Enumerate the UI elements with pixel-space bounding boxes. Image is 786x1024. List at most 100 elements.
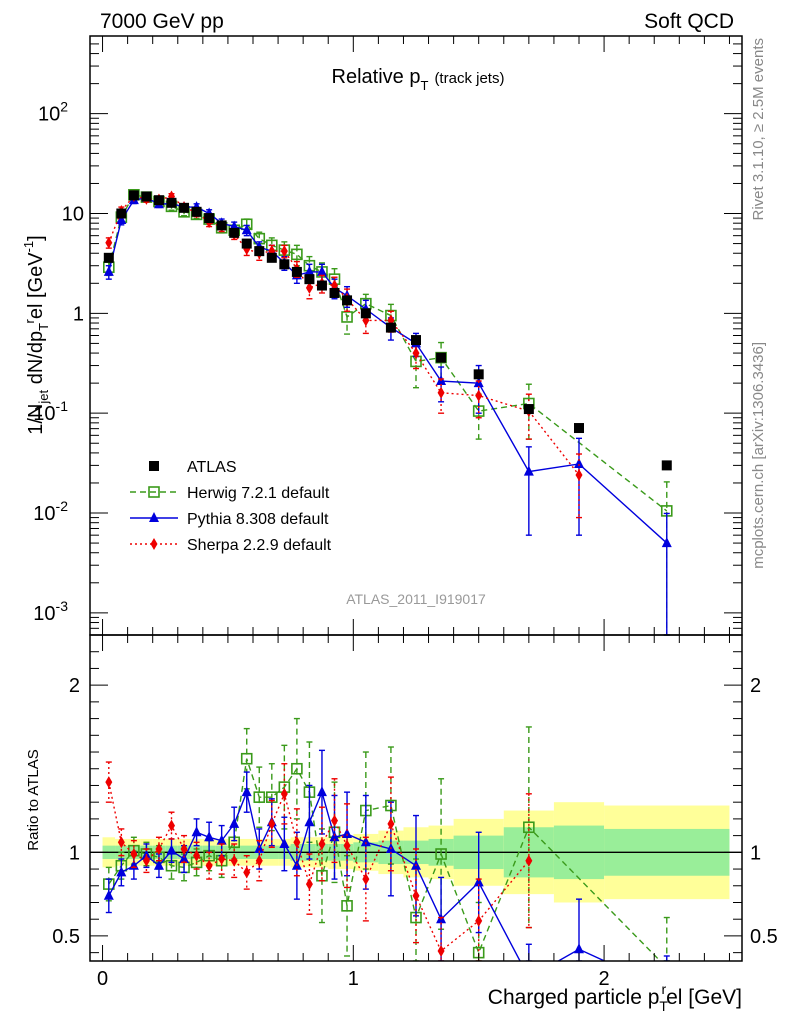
legend-marker (148, 486, 160, 498)
plot-title: Relative pT (track jets) (332, 66, 505, 93)
data-point (411, 335, 421, 346)
data-point (341, 311, 353, 323)
data-point (305, 281, 313, 294)
series-line (108, 196, 668, 544)
legend-entry: Sherpa 2.2.9 default (130, 537, 332, 554)
ratio-point (130, 848, 138, 861)
ratio-y-label: Ratio to ATLAS (25, 749, 42, 850)
ratio-point (360, 836, 371, 847)
data-point (385, 322, 396, 333)
ratio-point (362, 873, 370, 886)
data-point (103, 265, 114, 276)
ratio-point (280, 787, 288, 800)
ratio-point (524, 972, 534, 982)
data-point (475, 389, 483, 402)
ratio-point (525, 854, 533, 867)
data-point (574, 423, 584, 434)
ratio-point (116, 866, 127, 877)
ratio-point (662, 963, 672, 973)
series-atlas (103, 190, 672, 471)
ratio-point (318, 837, 326, 850)
ratio-point (193, 849, 201, 862)
y-tick-label: 10-2 (33, 498, 68, 525)
data-point (523, 465, 534, 476)
ratio-point (117, 836, 125, 849)
ratio-y-tick-label-right: 0.5 (750, 926, 778, 948)
ratio-line (108, 789, 607, 961)
ratio-point (435, 848, 447, 860)
ratio-point (205, 859, 213, 872)
ratio-point (191, 826, 202, 837)
main-panel: 10-3 10-2 10-1 1 10 102 Relative pT (track jet… (21, 35, 743, 636)
x-tick-label: 1 (348, 968, 359, 990)
ratio-point (142, 854, 150, 867)
ratio-point (243, 866, 251, 879)
x-axis-label: Charged particle pTrel [GeV] (488, 981, 742, 1014)
ratio-point (523, 821, 535, 834)
data-point (141, 191, 152, 202)
data-point (304, 265, 315, 276)
legend-label: Herwig 7.2.1 default (187, 485, 330, 502)
analysis-id: ATLAS_2011_I919017 (346, 591, 486, 607)
legend-label: Pythia 8.308 default (187, 511, 329, 528)
data-point (329, 287, 340, 298)
data-point (661, 460, 672, 471)
data-point (316, 265, 327, 276)
rivet-label: Rivet 3.1.10, ≥ 2.5M events (750, 38, 767, 221)
y-tick-label: 10-1 (33, 398, 68, 425)
legend-marker (149, 461, 159, 471)
ratio-frame (89, 634, 743, 962)
data-point (241, 238, 252, 249)
y-tick-label: 10-3 (33, 598, 68, 625)
legend-entry: Pythia 8.308 default (130, 511, 329, 528)
data-point (316, 280, 327, 291)
data-point (216, 220, 227, 231)
data-point (166, 197, 177, 208)
data-point (437, 386, 445, 399)
series-line (108, 195, 580, 476)
mcplots-label: mcplots.cern.ch [arXiv:1306.3436] (750, 342, 767, 569)
ratio-point (254, 842, 265, 853)
ratio-point (253, 791, 266, 803)
header-left: 7000 GeV pp (100, 10, 224, 33)
data-point (229, 227, 240, 238)
legend-label: Sherpa 2.2.9 default (187, 537, 332, 554)
data-point (103, 252, 114, 263)
data-point (179, 202, 190, 213)
x-tick-label: 0 (97, 968, 108, 990)
ratio-point (204, 831, 215, 842)
ratio-point (153, 859, 164, 870)
ratio-point (179, 853, 190, 864)
ratio-point (305, 878, 313, 891)
data-point (304, 274, 315, 285)
legend: ATLAS Herwig 7.2.1 default Pythia 8.308 de… (130, 459, 332, 554)
data-point (575, 469, 583, 482)
ratio-point (279, 837, 290, 848)
ratio-point (437, 944, 445, 957)
data-point (661, 537, 672, 548)
data-point (436, 352, 447, 363)
ratio-point (180, 842, 188, 855)
data-point (342, 295, 353, 306)
ratio-y-tick-label-left: 0.5 (52, 926, 80, 948)
ratio-y-tick-label-left: 2 (69, 675, 80, 697)
data-point (204, 213, 215, 224)
ratio-point (255, 854, 263, 867)
data-point (280, 245, 288, 258)
series-herwig (103, 188, 673, 636)
ratio-point (574, 943, 584, 954)
ratio-point (475, 914, 483, 927)
ratio-point (291, 762, 303, 775)
svg-text:1/Njet dN/dpTrel [GeV-1]: 1/Njet dN/dpTrel [GeV-1] (21, 235, 51, 434)
legend-marker (149, 512, 159, 522)
data-point (291, 266, 302, 277)
ratio-point (216, 834, 227, 845)
series-sherpa (105, 189, 583, 519)
legend-entry: Herwig 7.2.1 default (130, 485, 330, 502)
ratio-point (331, 814, 338, 827)
data-point (254, 246, 265, 257)
ratio-point (168, 819, 175, 832)
ratio-point (473, 876, 484, 887)
ratio-point (343, 839, 351, 852)
